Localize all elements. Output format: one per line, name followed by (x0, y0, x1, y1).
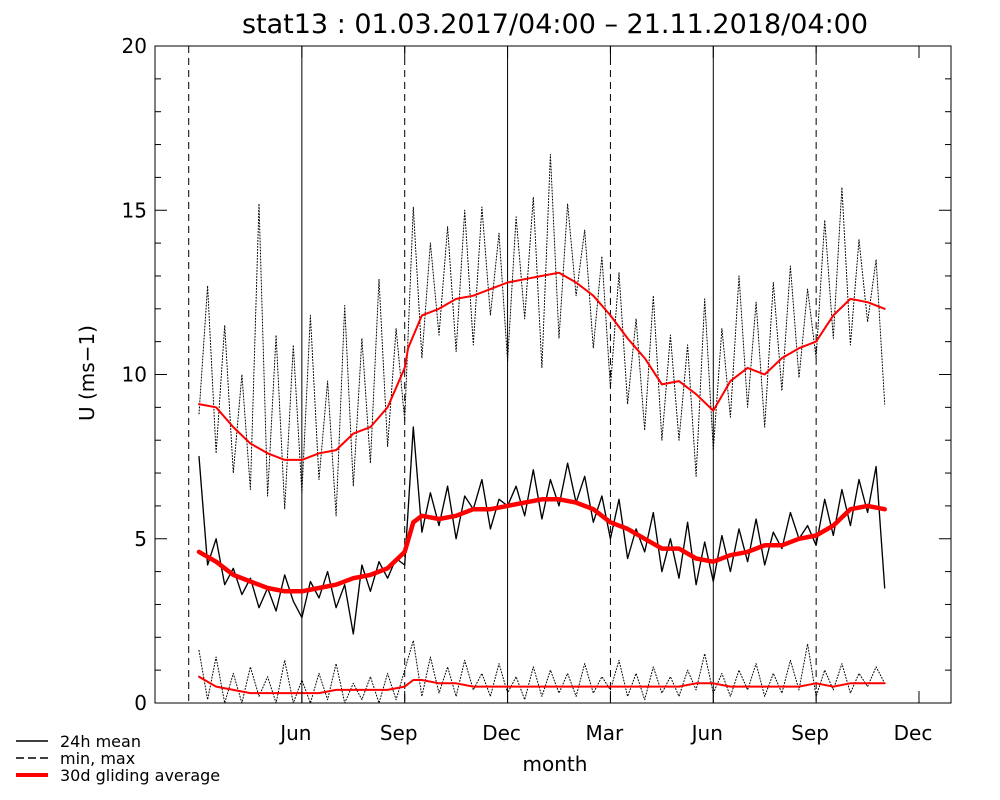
x-tick-label-6: Dec (894, 721, 933, 745)
x-axis-title: month (523, 752, 588, 776)
x-tick-label-2: Dec (482, 721, 521, 745)
plot-area: 0 5 10 15 20 Jun Sep Dec Mar Jun Sep Dec (122, 34, 952, 745)
x-tick-label-4: Jun (690, 721, 723, 745)
reference-lines (188, 46, 817, 703)
x-tick-label-3: Mar (586, 721, 625, 745)
series-layer (196, 153, 887, 704)
chart-title: stat13 : 01.03.2017/04:00 – 21.11.2018/0… (242, 9, 868, 40)
y-tick-label-4: 20 (122, 34, 147, 58)
series-line-4 (198, 271, 886, 461)
series-line-3 (196, 497, 887, 594)
y-tick-label-2: 10 (122, 363, 147, 387)
legend-label-1: min, max (60, 749, 135, 768)
x-axis: Jun Sep Dec Mar Jun Sep Dec (278, 46, 932, 745)
series-line-1 (198, 153, 886, 517)
x-tick-label-5: Sep (791, 721, 829, 745)
y-axis: 0 5 10 15 20 (122, 34, 951, 715)
series-line-5 (198, 675, 886, 695)
y-tick-label-3: 15 (122, 198, 147, 222)
y-tick-label-1: 5 (134, 527, 147, 551)
legend-label-2: 30d gliding average (60, 766, 220, 785)
y-axis-title: U (ms−1) (75, 325, 99, 421)
plot-frame (154, 45, 952, 704)
x-tick-label-1: Sep (380, 721, 418, 745)
legend-label-0: 24h mean (60, 732, 141, 751)
y-tick-label-0: 0 (134, 691, 147, 715)
x-tick-label-0: Jun (278, 721, 311, 745)
